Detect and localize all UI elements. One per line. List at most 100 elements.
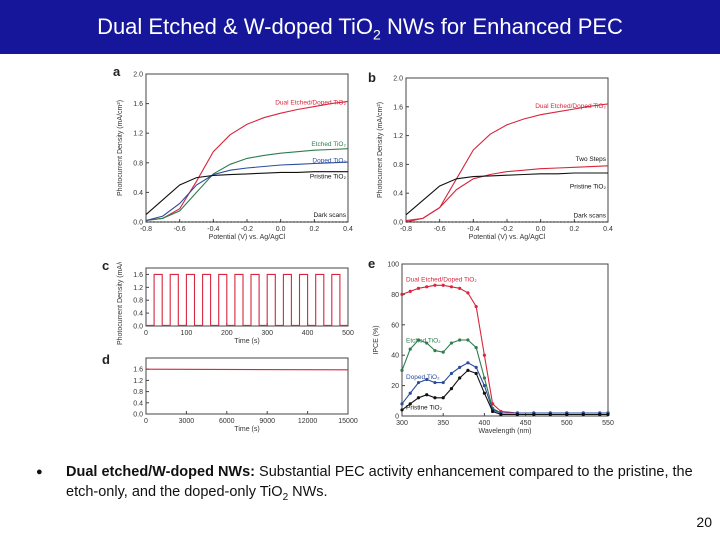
data-point <box>499 412 503 417</box>
y-tick-label: 1.6 <box>133 101 143 108</box>
series-line <box>145 171 348 216</box>
y-tick-label: 100 <box>387 262 399 269</box>
panel-label-e: e <box>368 256 376 271</box>
data-point <box>458 365 462 369</box>
y-axis-label: Photocurrent Density (mA/cm²) <box>117 100 124 196</box>
x-tick-label: 500 <box>342 330 354 337</box>
series-line <box>145 148 349 222</box>
x-tick-label: -0.8 <box>140 226 152 233</box>
title-main: Dual Etched & W-doped TiO <box>97 14 374 39</box>
x-tick-label: 500 <box>561 420 573 427</box>
bullet-text: Dual etched/W-doped NWs: Substantial PEC… <box>66 462 696 508</box>
y-tick-label: 0.8 <box>133 298 143 305</box>
data-point <box>425 341 429 345</box>
legend-label: Dual Etched/Doped TiO₂ <box>275 100 346 107</box>
data-point <box>441 396 445 400</box>
series-line <box>145 368 349 371</box>
legend-label: Dual Etched/Doped TiO₂ <box>535 103 606 110</box>
x-axis-label: Time (s) <box>234 338 259 345</box>
x-tick-label: 3000 <box>179 418 195 425</box>
legend-label: Doped TiO₂ <box>406 374 440 381</box>
y-tick-label: 1.6 <box>133 272 143 279</box>
y-tick-label: 0.0 <box>393 220 403 227</box>
y-tick-label: 0.8 <box>133 389 143 396</box>
x-tick-label: -0.4 <box>467 226 479 233</box>
x-axis-label: Wavelength (nm) <box>478 428 531 435</box>
data-point <box>408 289 412 293</box>
data-point <box>449 387 454 391</box>
x-tick-label: 300 <box>261 330 273 337</box>
y-axis-label: Photocurrent Density (mA/cm²) <box>117 262 124 345</box>
x-tick-label: -0.6 <box>434 226 446 233</box>
x-tick-label: 15000 <box>338 418 358 425</box>
data-point <box>449 285 454 289</box>
data-point <box>466 291 470 295</box>
data-point <box>458 286 462 290</box>
x-tick-label: 0.0 <box>276 226 286 233</box>
data-point <box>425 377 429 382</box>
x-tick-label: 450 <box>520 420 532 427</box>
data-point <box>441 283 445 287</box>
plot-frame <box>145 73 349 223</box>
x-tick-label: -0.2 <box>241 226 253 233</box>
series-line <box>405 172 608 216</box>
bullet-end: NWs. <box>288 484 328 500</box>
data-point <box>400 408 404 412</box>
y-tick-label: 2.0 <box>393 76 403 83</box>
x-tick-label: 400 <box>302 330 314 337</box>
data-point <box>433 349 437 353</box>
data-point <box>433 380 437 385</box>
data-point <box>548 412 552 417</box>
x-tick-label: -0.4 <box>207 226 219 233</box>
legend-label: Pristine TiO₂ <box>406 404 443 411</box>
legend-label: Etched TiO₂ <box>311 141 346 148</box>
data-point <box>474 365 478 369</box>
x-tick-label: 0.4 <box>343 226 353 233</box>
data-point <box>416 380 421 385</box>
x-tick-label: -0.6 <box>174 226 186 233</box>
chart-c: 0 100 200 300 400 500 0.0 0.4 0.8 1.2 1.6 Time (s) P… <box>117 262 354 345</box>
chart-b: -0.8 -0.6 -0.4 -0.2 0.0 0.2 0.4 0.0 0.4 0.8 1.2 1.6… <box>377 76 613 242</box>
data-point <box>482 384 486 388</box>
y-tick-label: 1.6 <box>133 367 143 374</box>
y-tick-label: 1.2 <box>133 285 143 292</box>
series-line <box>145 100 349 222</box>
data-point <box>474 346 478 350</box>
data-point <box>482 376 486 380</box>
x-tick-label: 0.2 <box>569 226 579 233</box>
title-subscript: 2 <box>373 26 381 43</box>
data-point <box>458 338 462 342</box>
slide-title: Dual Etched & W-doped TiO2 NWs for Enhan… <box>0 14 720 42</box>
data-point <box>408 402 412 406</box>
data-point <box>408 391 412 395</box>
x-tick-label: 300 <box>396 420 408 427</box>
y-tick-label: 0.4 <box>133 400 143 407</box>
y-tick-label: 2.0 <box>133 72 143 79</box>
bullet-subscript: 2 <box>282 491 289 503</box>
data-point <box>400 292 404 296</box>
y-tick-label: 1.2 <box>393 133 403 140</box>
panel-label-a: a <box>113 64 121 79</box>
x-tick-label: 200 <box>221 330 233 337</box>
series-line <box>146 273 348 326</box>
y-tick-label: 0.0 <box>133 220 143 227</box>
y-tick-label: 0.4 <box>393 191 403 198</box>
data-point <box>449 341 454 345</box>
y-tick-label: 1.6 <box>393 104 403 111</box>
y-tick-label: 1.2 <box>133 131 143 138</box>
data-point <box>474 304 478 309</box>
legend-label: Etched TiO₂ <box>406 338 441 345</box>
data-point <box>581 412 585 417</box>
y-tick-label: 0.0 <box>133 412 143 419</box>
x-tick-label: 0 <box>144 330 148 337</box>
y-tick-label: 60 <box>391 322 399 329</box>
chart-e: 300 350 400 450 500 550 0 20 40 60 80 100 Wavelength… <box>373 262 614 436</box>
series-line <box>145 161 349 222</box>
data-point <box>425 393 429 397</box>
panel-label-b: b <box>368 70 376 85</box>
data-point <box>416 286 421 290</box>
y-tick-label: 0 <box>395 414 399 421</box>
y-tick-label: 0.4 <box>133 311 143 318</box>
x-tick-label: 0.0 <box>536 226 546 233</box>
x-tick-label: -0.2 <box>501 226 513 233</box>
